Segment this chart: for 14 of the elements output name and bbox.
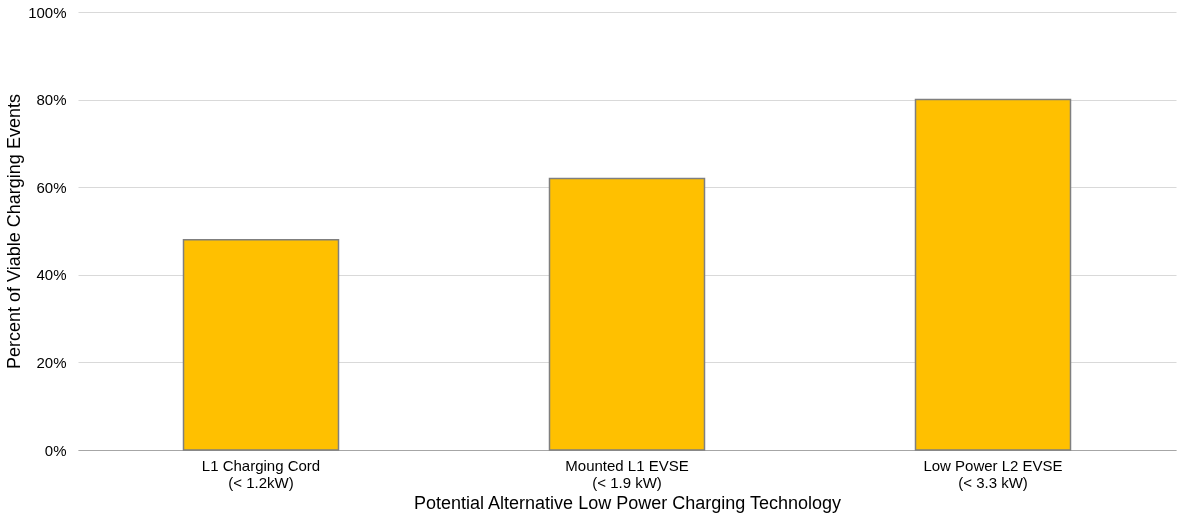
x-tick-label: Low Power L2 EVSE (< 3.3 kW) (923, 456, 1063, 491)
x-tick-label: L1 Charging Cord (< 1.2kW) (201, 456, 321, 491)
bar (914, 98, 1072, 451)
y-tick-label: 60% (36, 178, 67, 196)
bar (182, 239, 340, 451)
x-axis-title: Potential Alternative Low Power Charging Technology (414, 492, 841, 513)
y-tick-label: 80% (36, 91, 67, 109)
y-tick-label: 20% (36, 353, 67, 371)
y-axis-title: Percent of Viable Charging Events (4, 94, 25, 369)
y-tick-label: 100% (28, 3, 67, 21)
y-tick-label: 40% (36, 266, 67, 284)
bar (548, 177, 706, 451)
x-tick-label: Mounted L1 EVSE (< 1.9 kW) (565, 456, 689, 491)
y-tick-label: 0% (44, 441, 67, 459)
